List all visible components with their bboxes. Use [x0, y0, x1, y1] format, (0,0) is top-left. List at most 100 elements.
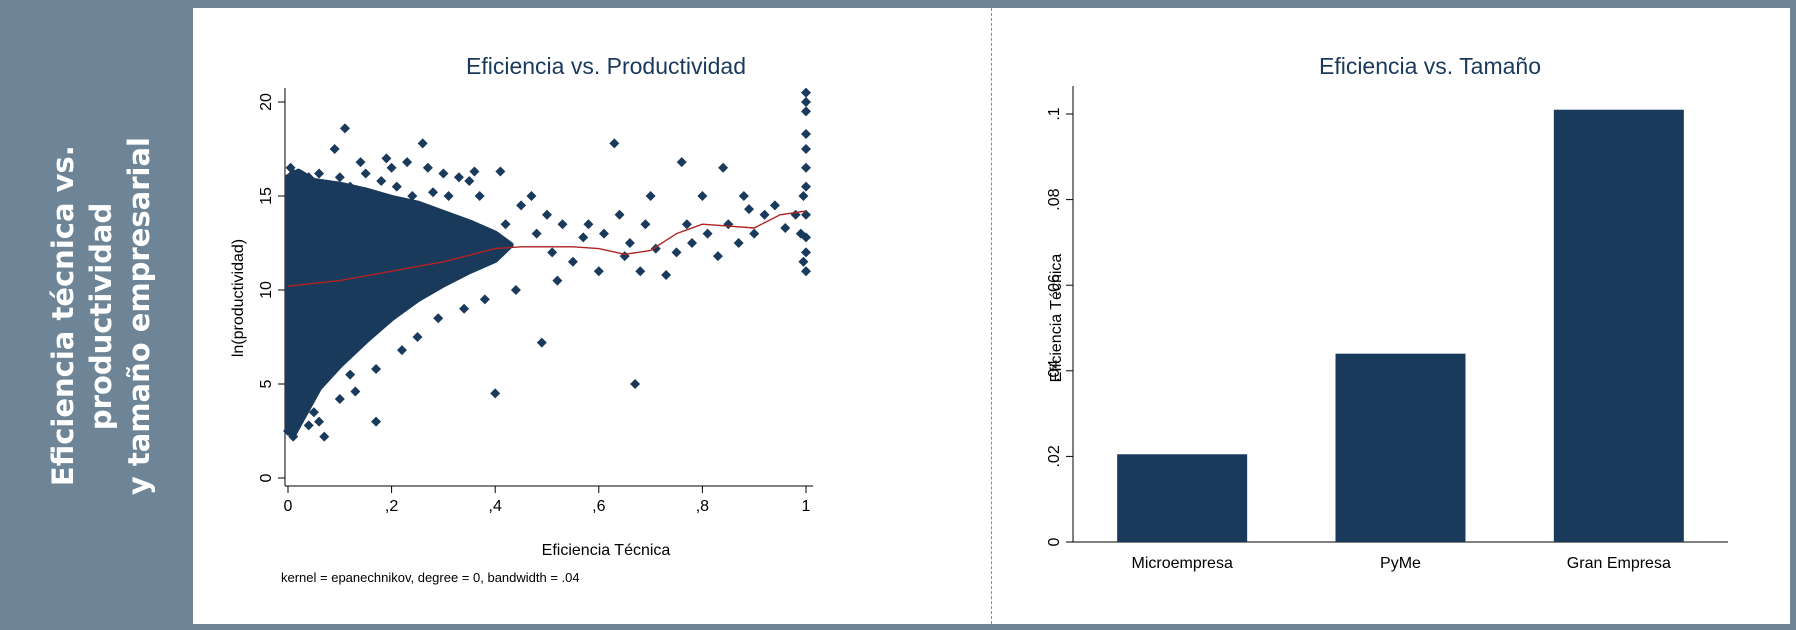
- scatter-point: [609, 138, 620, 149]
- scatter-point: [298, 181, 309, 192]
- scatter-x-tick-label: ,2: [385, 498, 398, 515]
- scatter-point: [624, 238, 635, 248]
- scatter-point: [614, 209, 625, 220]
- scatter-point: [365, 191, 376, 201]
- scatter-point: [303, 172, 314, 183]
- scatter-point: [801, 266, 811, 277]
- scatter-x-tick-label: 0: [284, 498, 293, 515]
- scatter-point: [598, 228, 609, 239]
- scatter-point: [516, 200, 527, 211]
- scatter-point: [308, 407, 319, 418]
- scatter-point: [329, 144, 340, 154]
- scatter-point: [334, 394, 345, 405]
- scatter-point: [438, 168, 449, 179]
- scatter-point: [635, 266, 646, 277]
- scatter-point: [749, 228, 760, 239]
- scatter-y-tick-label: 5: [258, 379, 275, 388]
- panel-divider: [991, 8, 992, 624]
- scatter-point: [298, 382, 309, 393]
- scatter-point: [345, 181, 356, 192]
- scatter-x-tick-label: 1: [802, 498, 811, 515]
- scatter-y-tick-label: 10: [258, 281, 275, 299]
- scatter-chart: Eficiencia vs. Productividad Eficiencia …: [230, 53, 813, 585]
- scatter-point: [702, 228, 713, 239]
- scatter-point: [583, 219, 594, 230]
- scatter-point: [801, 144, 811, 154]
- scatter-point: [801, 97, 811, 107]
- bar-y-tick-label: .02: [1046, 445, 1063, 467]
- scatter-y-tick-label: 20: [258, 93, 275, 111]
- scatter-point: [360, 168, 371, 179]
- scatter-point: [630, 379, 641, 389]
- scatter-point: [801, 209, 811, 220]
- scatter-point: [474, 191, 485, 201]
- scatter-point: [459, 303, 470, 314]
- scatter-point: [303, 420, 314, 431]
- bar-y-tick-label: .08: [1046, 188, 1063, 210]
- scatter-x-tick-label: ,6: [592, 498, 605, 515]
- scatter-point: [443, 191, 454, 201]
- scatter-point: [780, 222, 791, 233]
- scatter-chart-title: Eficiencia vs. Productividad: [466, 53, 746, 79]
- bar-chart-title: Eficiencia vs. Tamaño: [1319, 53, 1541, 79]
- scatter-point: [324, 187, 335, 198]
- scatter-point: [402, 157, 413, 168]
- bar-y-tick-label: 0: [1046, 537, 1063, 546]
- scatter-smooth-line: [287, 210, 807, 287]
- scatter-point: [578, 232, 589, 243]
- scatter-point: [293, 397, 304, 408]
- scatter-point: [391, 181, 402, 192]
- scatter-point: [552, 275, 563, 286]
- scatter-x-axis-label: Eficiencia Técnica: [542, 542, 671, 559]
- scatter-point: [293, 194, 304, 205]
- scatter-point: [453, 172, 464, 183]
- side-panel: Eficiencia técnica vs. productividad y t…: [8, 8, 193, 624]
- scatter-point: [738, 191, 749, 201]
- scatter-point: [407, 191, 418, 201]
- scatter-point: [671, 247, 682, 258]
- scatter-point: [640, 219, 651, 230]
- bar-y-tick-label: .04: [1046, 360, 1063, 382]
- scatter-point: [681, 219, 692, 230]
- scatter-point: [510, 285, 521, 295]
- scatter-point: [314, 416, 325, 427]
- scatter-point: [661, 269, 672, 280]
- scatter-point-cloud: [285, 168, 514, 438]
- scatter-point: [801, 162, 811, 173]
- scatter-point: [417, 138, 428, 149]
- scatter-point: [798, 191, 809, 201]
- scatter-point: [283, 426, 293, 436]
- scatter-kernel-note: kernel = epanechnikov, degree = 0, bandw…: [281, 570, 580, 585]
- scatter-point: [334, 172, 345, 183]
- bar-category-label: PyMe: [1380, 555, 1421, 572]
- bar: [1117, 454, 1248, 542]
- bar-category-label: Microempresa: [1131, 555, 1232, 572]
- scatter-y-axis-label: ln(productividad): [230, 239, 247, 357]
- scatter-point: [376, 175, 387, 186]
- bar-y-tick-label: .1: [1046, 107, 1063, 120]
- scatter-point: [479, 294, 490, 305]
- scatter-point: [687, 238, 698, 248]
- scatter-point: [428, 187, 439, 198]
- scatter-point: [285, 162, 296, 173]
- scatter-point: [619, 251, 630, 262]
- scatter-point: [288, 431, 299, 442]
- scatter-point: [339, 123, 350, 134]
- scatter-point: [396, 345, 407, 356]
- scatter-point: [469, 166, 480, 177]
- scatter-point: [759, 209, 770, 220]
- scatter-point: [650, 243, 661, 254]
- scatter-point: [319, 431, 330, 442]
- scatter-point: [285, 412, 296, 423]
- scatter-point: [733, 238, 744, 248]
- scatter-point: [495, 166, 506, 177]
- bar-chart: Eficiencia vs. Tamaño Eficiencia Técnica…: [1046, 53, 1728, 572]
- scatter-point: [801, 128, 811, 139]
- scatter-point: [744, 204, 755, 215]
- bar-y-tick-label: .06: [1046, 274, 1063, 296]
- scatter-point: [345, 369, 356, 380]
- scatter-point: [645, 191, 656, 201]
- scatter-point: [381, 153, 392, 164]
- scatter-x-tick-label: ,8: [696, 498, 709, 515]
